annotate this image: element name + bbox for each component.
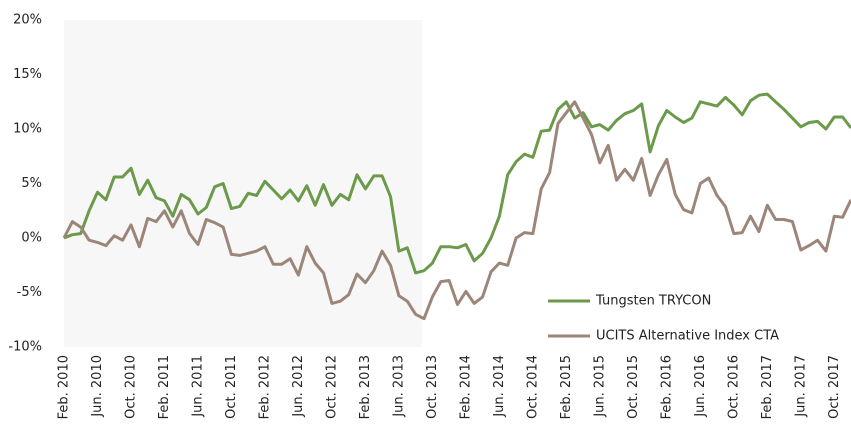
y-tick-label: 20%	[13, 13, 42, 28]
series-line	[62, 100, 851, 321]
x-tick-label: Feb. 2013	[358, 355, 373, 419]
x-tick-label: Oct. 2014	[525, 355, 540, 419]
x-tick-label: Jun. 2017	[793, 355, 808, 418]
x-tick-label: Oct. 2016	[726, 355, 741, 419]
legend-label: UCITS Alternative Index CTA	[596, 329, 779, 344]
x-tick-label: Feb. 2011	[157, 355, 172, 419]
x-tick-label: Oct. 2010	[123, 355, 138, 419]
x-tick-label: Jun. 2014	[492, 355, 507, 418]
x-tick-label: Jun. 2010	[90, 355, 105, 418]
x-tick-label: Feb. 2017	[760, 355, 775, 419]
x-tick-label: Jun. 2013	[391, 355, 406, 418]
x-tick-label: Feb. 2012	[257, 355, 272, 419]
y-tick-label: -5%	[17, 285, 42, 300]
x-tick-label: Oct. 2015	[626, 355, 641, 419]
series-line	[63, 92, 851, 275]
y-tick-label: 15%	[13, 67, 42, 82]
x-tick-label: Feb. 2014	[458, 355, 473, 419]
y-tick-label: 5%	[21, 176, 42, 191]
x-tick-label: Jun. 2016	[693, 355, 708, 418]
x-tick-label: Feb. 2015	[559, 355, 574, 419]
x-tick-label: Jun. 2011	[190, 355, 205, 418]
legend-label: Tungsten TRYCON	[595, 294, 711, 309]
x-tick-label: Feb. 2016	[659, 355, 674, 419]
x-tick-label: Oct. 2012	[324, 355, 339, 419]
y-tick-label: -10%	[8, 340, 42, 355]
x-tick-label: Feb. 2010	[57, 355, 72, 419]
x-tick-label: Oct. 2017	[827, 355, 842, 419]
x-tick-label: Oct. 2013	[425, 355, 440, 419]
y-tick-label: 10%	[13, 122, 42, 137]
y-tick-label: 0%	[21, 231, 42, 246]
x-tick-label: Jun. 2012	[291, 355, 306, 418]
x-tick-label: Oct. 2011	[224, 355, 239, 419]
x-tick-label: Jun. 2015	[592, 355, 607, 418]
